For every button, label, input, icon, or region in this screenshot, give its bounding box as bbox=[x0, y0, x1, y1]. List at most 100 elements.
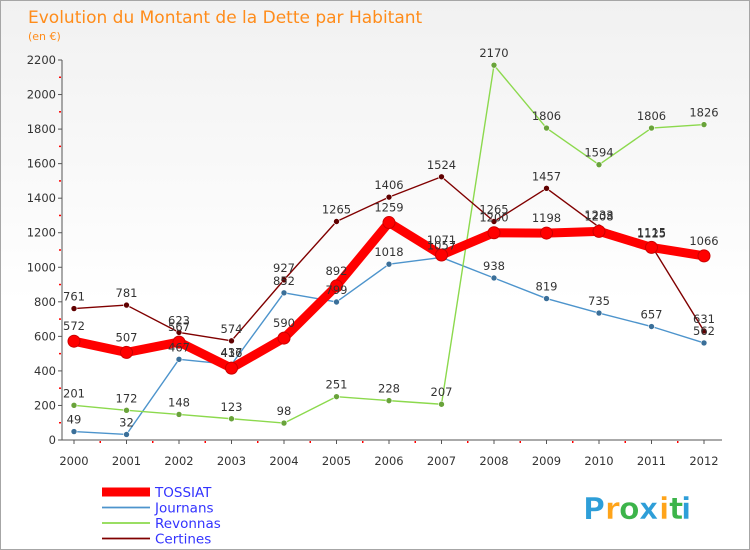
x-tick-label: 2009 bbox=[532, 454, 561, 468]
data-point-revonnas bbox=[175, 411, 183, 418]
data-label-revonnas: 172 bbox=[116, 391, 138, 405]
data-label-journans: 799 bbox=[326, 283, 348, 297]
data-label-revonnas: 2170 bbox=[479, 46, 508, 60]
data-label-journans: 819 bbox=[536, 280, 558, 294]
data-point-tossiat bbox=[172, 335, 186, 349]
y-tick-label: 0 bbox=[49, 433, 56, 447]
data-label-journans: 657 bbox=[641, 308, 663, 322]
data-point-journans bbox=[490, 274, 498, 282]
data-label-tossiat: 1259 bbox=[374, 201, 403, 215]
data-label-tossiat: 567 bbox=[168, 320, 190, 334]
data-label-journans: 852 bbox=[273, 274, 295, 288]
data-point-revonnas bbox=[123, 406, 130, 414]
data-point-certines bbox=[543, 185, 550, 192]
data-point-tossiat bbox=[487, 226, 501, 240]
data-label-tossiat: 1071 bbox=[427, 233, 456, 247]
y-tick-label: 1200 bbox=[27, 226, 56, 240]
data-point-tossiat bbox=[697, 249, 711, 263]
x-tick-label: 2008 bbox=[479, 454, 508, 468]
data-point-certines bbox=[228, 337, 235, 345]
data-label-certines: 1457 bbox=[532, 169, 561, 183]
data-point-tossiat bbox=[225, 361, 238, 375]
data-label-certines: 574 bbox=[221, 322, 243, 336]
x-tick-label: 2001 bbox=[112, 454, 141, 468]
data-point-tossiat bbox=[67, 334, 81, 348]
data-point-revonnas bbox=[490, 61, 498, 69]
brand-logo-letter: P bbox=[583, 492, 605, 527]
chart-subtitle: (en €) bbox=[28, 30, 61, 43]
data-label-tossiat: 1198 bbox=[532, 211, 561, 225]
data-point-revonnas bbox=[438, 400, 445, 408]
data-point-tossiat bbox=[382, 216, 396, 230]
data-label-journans: 49 bbox=[67, 413, 82, 427]
data-point-revonnas bbox=[70, 401, 78, 409]
x-tick-label: 2005 bbox=[322, 454, 351, 468]
data-point-certines bbox=[70, 305, 78, 312]
data-label-certines: 761 bbox=[63, 290, 85, 304]
data-point-journans bbox=[385, 260, 393, 268]
y-tick-label: 1400 bbox=[27, 191, 56, 205]
y-tick-label: 400 bbox=[34, 364, 56, 378]
y-tick-label: 800 bbox=[34, 295, 56, 309]
legend-label-certines: Certines bbox=[155, 532, 211, 548]
data-label-certines: 623 bbox=[168, 313, 190, 327]
data-point-journans bbox=[595, 309, 603, 317]
data-point-revonnas bbox=[385, 397, 393, 404]
data-label-certines: 1125 bbox=[637, 227, 666, 241]
brand-logo-letter: i bbox=[659, 492, 669, 527]
data-point-tossiat bbox=[435, 248, 448, 262]
data-point-journans bbox=[543, 295, 550, 302]
data-label-journans: 938 bbox=[483, 259, 505, 273]
data-point-tossiat bbox=[592, 224, 606, 238]
data-point-certines bbox=[700, 327, 708, 335]
data-label-journans: 437 bbox=[221, 346, 243, 360]
data-label-certines: 927 bbox=[273, 261, 295, 275]
x-tick-label: 2010 bbox=[584, 454, 613, 468]
data-point-revonnas bbox=[543, 124, 550, 132]
data-label-tossiat: 572 bbox=[63, 319, 85, 333]
data-point-journans bbox=[123, 431, 130, 438]
x-tick-label: 2000 bbox=[59, 454, 88, 468]
x-tick-label: 2007 bbox=[427, 454, 456, 468]
data-label-tossiat: 892 bbox=[326, 264, 348, 278]
brand-logo-letter: r bbox=[605, 492, 620, 527]
data-point-journans bbox=[70, 428, 78, 435]
data-point-revonnas bbox=[700, 121, 708, 128]
data-point-certines bbox=[280, 276, 288, 284]
data-label-certines: 631 bbox=[693, 312, 715, 326]
data-label-tossiat: 507 bbox=[116, 330, 138, 344]
data-label-certines: 1233 bbox=[584, 208, 613, 222]
legend-label-journans: Journans bbox=[154, 501, 214, 517]
data-point-revonnas bbox=[228, 415, 235, 423]
data-point-certines bbox=[175, 329, 183, 336]
data-label-certines: 1406 bbox=[374, 178, 403, 192]
series-line-revonnas bbox=[73, 64, 705, 424]
data-point-journans bbox=[333, 298, 340, 306]
data-point-revonnas bbox=[648, 124, 655, 132]
data-label-revonnas: 1806 bbox=[532, 109, 561, 123]
data-point-certines bbox=[333, 218, 340, 225]
brand-logo-letter: o bbox=[619, 492, 640, 527]
data-point-revonnas bbox=[280, 419, 288, 427]
data-label-journans: 1018 bbox=[374, 245, 403, 259]
data-point-certines bbox=[438, 173, 445, 181]
data-label-journans: 32 bbox=[119, 415, 134, 429]
data-label-tossiat: 1066 bbox=[689, 234, 718, 248]
data-label-revonnas: 1594 bbox=[584, 146, 613, 160]
brand-logo-letter: i bbox=[681, 492, 691, 527]
data-point-journans bbox=[700, 339, 708, 347]
data-label-revonnas: 123 bbox=[221, 400, 243, 414]
y-tick-label: 2200 bbox=[27, 53, 56, 67]
data-label-revonnas: 98 bbox=[277, 404, 292, 418]
data-label-revonnas: 251 bbox=[326, 378, 348, 392]
data-label-revonnas: 1826 bbox=[689, 106, 718, 120]
data-label-journans: 1057 bbox=[427, 238, 456, 252]
data-label-revonnas: 148 bbox=[168, 395, 190, 409]
data-point-tossiat bbox=[540, 226, 553, 240]
x-tick-label: 2006 bbox=[374, 454, 403, 468]
data-label-tossiat: 1200 bbox=[479, 211, 508, 225]
legend-label-tossiat: TOSSIAT bbox=[154, 485, 212, 501]
data-point-tossiat bbox=[645, 240, 658, 254]
y-tick-label: 600 bbox=[34, 329, 56, 343]
y-tick-label: 1000 bbox=[27, 260, 56, 274]
